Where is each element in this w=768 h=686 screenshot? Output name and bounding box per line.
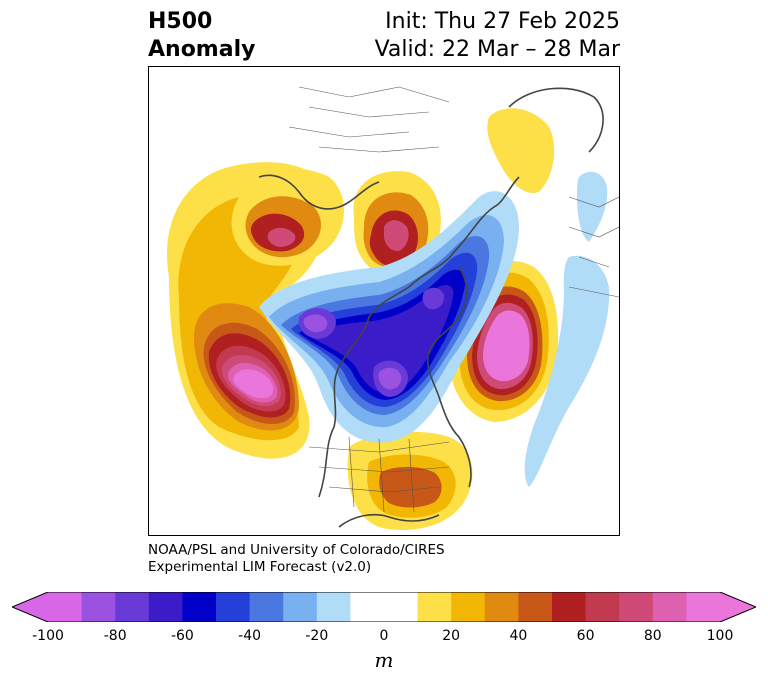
colorbar-cell (484, 592, 519, 622)
colorbar-cell (283, 592, 318, 622)
colorbar-cell (384, 592, 419, 622)
positive-anomaly-alaska (231, 168, 344, 266)
positive-anomaly-siberia (353, 171, 441, 276)
colorbar-tick-label: 0 (379, 628, 389, 644)
negative-anomaly-europe (577, 171, 608, 242)
colorbar-cell (652, 592, 687, 622)
credit-line-1: NOAA/PSL and University of Colorado/CIRE… (148, 542, 445, 558)
colorbar-cell (518, 592, 553, 622)
forecast-dates: Init: Thu 27 Feb 2025 Valid: 22 Mar – 28… (375, 8, 620, 64)
colorbar-cell (417, 592, 452, 622)
negative-anomaly-canada (259, 191, 519, 443)
colorbar-cell (451, 592, 486, 622)
colorbar-tick-label: -60 (170, 628, 194, 644)
colorbar-tick-label: -80 (103, 628, 127, 644)
colorbar-ticks: -100 -80 -60 -40 -20 0 20 40 60 80 100 (0, 628, 768, 648)
colorbar-extend-low (12, 592, 48, 622)
colorbar-cells (48, 592, 721, 622)
colorbar-tick-label: -20 (305, 628, 329, 644)
colorbar-tick-label: 100 (706, 628, 734, 644)
valid-range: Valid: 22 Mar – 28 Mar (374, 37, 620, 62)
colorbar-tick-label: -100 (32, 628, 64, 644)
colorbar-cell (316, 592, 351, 622)
init-date: Init: Thu 27 Feb 2025 (385, 9, 620, 34)
colorbar (12, 592, 756, 622)
coastlines (258, 87, 604, 528)
anomaly-map (167, 86, 619, 530)
colorbar-cell (216, 592, 251, 622)
colorbar-unit: m (374, 648, 394, 672)
colorbar-cell (148, 592, 183, 622)
colorbar-cell (686, 592, 721, 622)
colorbar-cell (552, 592, 587, 622)
positive-anomaly-greenland (487, 108, 555, 193)
colorbar-tick-label: -40 (238, 628, 262, 644)
plot-title: H500 Anomaly (148, 8, 255, 64)
colorbar-cell (585, 592, 620, 622)
colorbar-cell (350, 592, 385, 622)
positive-anomaly-southeast (347, 431, 473, 530)
negative-anomaly-atlantic (524, 255, 610, 487)
colorbar-cell (182, 592, 217, 622)
credit-line-2: Experimental LIM Forecast (v2.0) (148, 559, 372, 575)
colorbar-tick-label: 60 (576, 628, 595, 644)
colorbar-tick-label: 80 (643, 628, 662, 644)
political-borders (288, 86, 619, 513)
colorbar-tick-label: 20 (442, 628, 461, 644)
colorbar-extend-high (720, 592, 756, 622)
map-panel (148, 66, 620, 536)
colorbar-tick-label: 40 (509, 628, 528, 644)
title-anomaly: Anomaly (148, 37, 256, 62)
colorbar-cell (48, 592, 83, 622)
title-variable: H500 (148, 9, 213, 34)
colorbar-cell (115, 592, 150, 622)
colorbar-cell (249, 592, 284, 622)
data-credit: NOAA/PSL and University of Colorado/CIRE… (148, 542, 445, 576)
colorbar-cell (619, 592, 654, 622)
colorbar-cell (81, 592, 116, 622)
